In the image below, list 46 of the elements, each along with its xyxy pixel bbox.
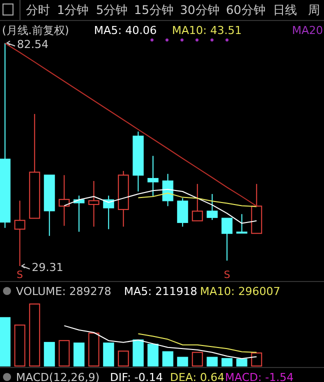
candlestick <box>0 42 10 228</box>
candlestick <box>14 200 26 266</box>
bar <box>29 304 40 366</box>
bar <box>88 332 100 366</box>
text: S <box>224 270 230 281</box>
bar <box>192 352 203 366</box>
bar <box>206 356 218 366</box>
candlestick <box>148 155 158 197</box>
text: 30分钟 <box>180 3 220 17</box>
bar <box>222 358 232 366</box>
text: 1分钟 <box>57 3 89 17</box>
text: MA5: 211918 <box>124 285 198 298</box>
annotation: 82.54 <box>17 38 48 51</box>
text: MA10: 43.51 <box>172 24 242 37</box>
bar <box>0 317 10 366</box>
text: 15分钟 <box>134 3 174 17</box>
text: 分时 <box>26 3 50 17</box>
chart-title: (月线.前复权) <box>2 24 70 37</box>
text: S <box>16 270 23 281</box>
bar <box>103 342 114 366</box>
text: 60分钟 <box>226 3 266 17</box>
text: DEA: 0.64 <box>170 371 224 382</box>
bar <box>177 356 188 366</box>
bar <box>132 339 144 366</box>
candlestick <box>162 173 174 207</box>
bar <box>58 340 70 366</box>
text: MACD: -1.54 <box>225 371 294 382</box>
series-label: VOLUME: 289278 <box>16 285 112 298</box>
bar <box>236 358 248 366</box>
candlestick <box>58 174 70 226</box>
text: MA5: 40.06 <box>94 24 157 37</box>
text: MA20 <box>292 24 324 37</box>
text: 周 <box>308 3 320 17</box>
bar <box>14 324 26 366</box>
bar <box>44 342 55 366</box>
annotation: 29.31 <box>32 261 64 274</box>
text: DIF: -0.14 <box>110 371 163 382</box>
bar <box>148 344 158 366</box>
text: MA10: 296007 <box>200 285 280 298</box>
bar <box>251 352 262 366</box>
bar <box>74 342 84 366</box>
bar <box>162 351 174 366</box>
bar <box>118 350 129 366</box>
text: 5分钟 <box>96 3 128 17</box>
text: 日线 <box>273 3 297 17</box>
candlestick <box>88 180 100 228</box>
